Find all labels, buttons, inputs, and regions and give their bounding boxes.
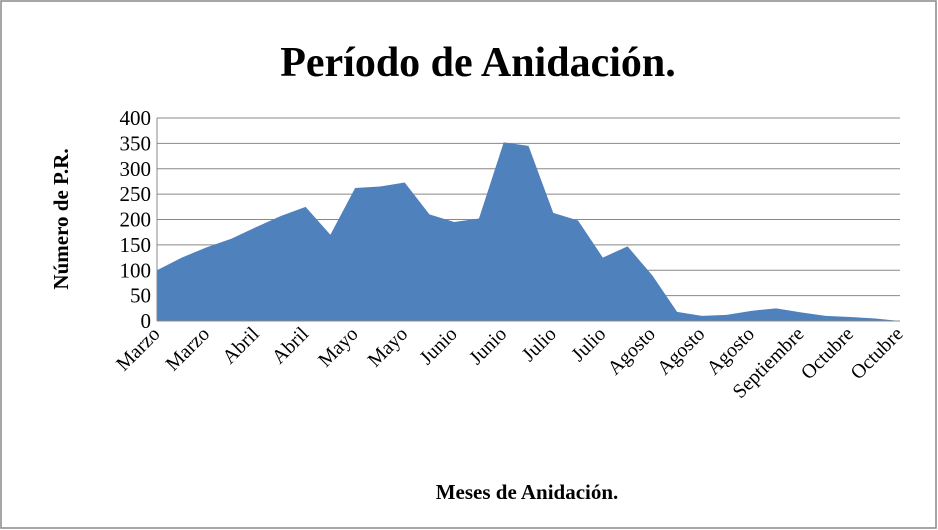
y-tick-label: 250 (120, 182, 152, 206)
y-tick-label: 300 (120, 157, 152, 181)
chart-title: Período de Anidación. (280, 40, 676, 86)
y-tick-label: 0 (141, 309, 152, 333)
y-tick-label: 100 (120, 258, 152, 282)
y-tick-label: 350 (120, 131, 152, 155)
area (157, 142, 900, 321)
x-axis-label: Meses de Anidación. (436, 480, 619, 504)
y-tick-label: 50 (130, 284, 151, 308)
y-tick-label: 150 (120, 233, 152, 257)
y-axis-label: Número de P.R. (49, 148, 73, 289)
y-tick-label: 400 (120, 106, 152, 130)
y-tick-label: 200 (120, 208, 152, 232)
